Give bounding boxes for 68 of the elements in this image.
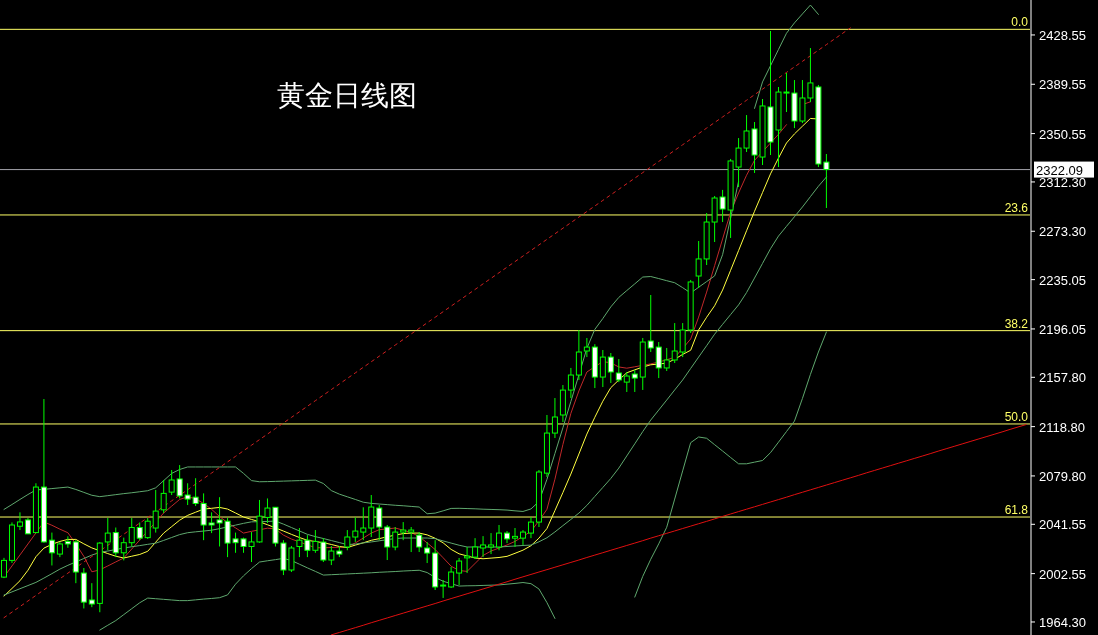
candlestick bbox=[679, 322, 686, 358]
candlestick bbox=[456, 557, 463, 586]
candlestick bbox=[368, 494, 375, 538]
candlestick bbox=[160, 479, 167, 514]
candlestick bbox=[464, 546, 471, 574]
candlestick bbox=[488, 532, 495, 555]
candlestick bbox=[623, 371, 630, 393]
candlestick bbox=[128, 517, 135, 547]
candlestick bbox=[104, 517, 111, 551]
candlestick bbox=[16, 511, 23, 531]
candlestick bbox=[512, 527, 518, 548]
candlestick bbox=[607, 352, 614, 384]
y-tick-label: 2118.80 bbox=[1039, 419, 1086, 435]
candlestick bbox=[583, 337, 590, 358]
candlestick bbox=[344, 529, 351, 551]
candlestick bbox=[472, 537, 479, 560]
candlestick bbox=[647, 294, 654, 353]
candlestick bbox=[120, 537, 127, 561]
candlestick bbox=[448, 566, 455, 589]
candlestick bbox=[663, 347, 670, 372]
candlestick bbox=[599, 349, 606, 388]
y-tick-label: 2079.80 bbox=[1039, 468, 1086, 484]
candlestick bbox=[360, 506, 367, 541]
candlestick bbox=[408, 526, 415, 553]
y-tick-label: 2041.55 bbox=[1039, 517, 1086, 533]
candlestick bbox=[144, 517, 151, 540]
y-tick-label: 2002.55 bbox=[1039, 566, 1086, 582]
annotation: 23.6 bbox=[1004, 200, 1029, 215]
annotation: 61.8 bbox=[1004, 503, 1029, 518]
y-tick-label: 2350.55 bbox=[1039, 126, 1086, 142]
candlestick bbox=[496, 524, 503, 551]
annotation: 38.2 bbox=[1004, 316, 1029, 331]
candlestick bbox=[575, 329, 582, 381]
annotation: 0.0 bbox=[1011, 15, 1029, 30]
text: 黄金日线图 bbox=[277, 80, 417, 111]
candlestick bbox=[392, 526, 399, 551]
candlestick bbox=[671, 322, 678, 364]
y-tick-label: 2196.05 bbox=[1039, 321, 1086, 337]
candlestick bbox=[48, 532, 55, 566]
y-tick-label: 2157.80 bbox=[1039, 370, 1086, 386]
candlestick bbox=[440, 579, 447, 599]
y-tick-label: 2235.05 bbox=[1039, 272, 1086, 288]
candlestick bbox=[152, 489, 159, 534]
candlestick bbox=[416, 531, 423, 553]
candlestick bbox=[655, 341, 662, 379]
candlestick bbox=[480, 535, 487, 558]
candlestick bbox=[384, 524, 391, 561]
y-tick-label: 2273.30 bbox=[1039, 224, 1086, 240]
line-series bbox=[330, 424, 1027, 635]
candlestick bbox=[551, 397, 558, 439]
y-tick-label: 2389.55 bbox=[1039, 77, 1086, 93]
candlestick bbox=[400, 521, 407, 541]
candlestick bbox=[88, 582, 95, 608]
y-tick-label: 2428.55 bbox=[1039, 27, 1086, 43]
candlestick bbox=[112, 527, 119, 558]
candlestick bbox=[352, 516, 359, 543]
candlestick bbox=[631, 369, 638, 393]
candlestick bbox=[615, 358, 622, 383]
y-tick-label: 1964.30 bbox=[1039, 614, 1086, 630]
candlestick bbox=[168, 469, 175, 496]
candlestick bbox=[64, 535, 71, 549]
candlestick bbox=[424, 541, 431, 564]
line-series bbox=[3, 27, 851, 619]
candlestick bbox=[527, 516, 534, 539]
candlestick bbox=[519, 529, 526, 546]
candlestick bbox=[567, 367, 574, 399]
candlestick bbox=[376, 504, 383, 541]
annotation: 50.0 bbox=[1004, 409, 1029, 424]
